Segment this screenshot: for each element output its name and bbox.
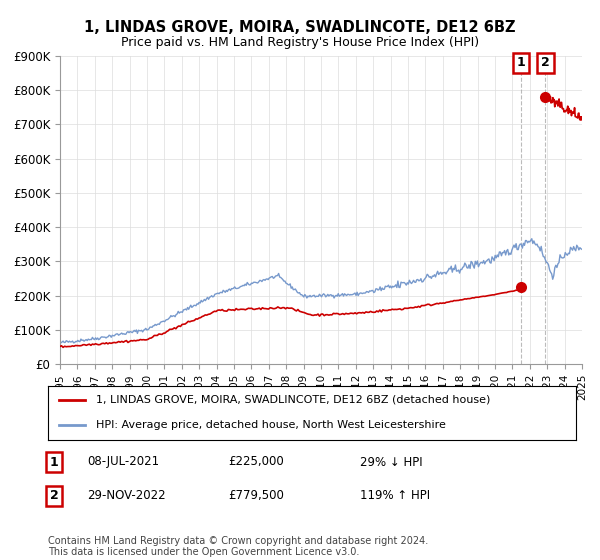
Text: 29-NOV-2022: 29-NOV-2022 — [87, 489, 166, 502]
Text: 119% ↑ HPI: 119% ↑ HPI — [360, 489, 430, 502]
Text: 1: 1 — [50, 455, 58, 469]
Text: £779,500: £779,500 — [228, 489, 284, 502]
Text: HPI: Average price, detached house, North West Leicestershire: HPI: Average price, detached house, Nort… — [95, 419, 445, 430]
Text: Price paid vs. HM Land Registry's House Price Index (HPI): Price paid vs. HM Land Registry's House … — [121, 36, 479, 49]
Text: Contains HM Land Registry data © Crown copyright and database right 2024.
This d: Contains HM Land Registry data © Crown c… — [48, 535, 428, 557]
Text: 1: 1 — [517, 57, 526, 69]
Text: £225,000: £225,000 — [228, 455, 284, 469]
Text: 2: 2 — [541, 57, 550, 69]
Text: 2: 2 — [50, 489, 58, 502]
Text: 1, LINDAS GROVE, MOIRA, SWADLINCOTE, DE12 6BZ (detached house): 1, LINDAS GROVE, MOIRA, SWADLINCOTE, DE1… — [95, 395, 490, 405]
Text: 29% ↓ HPI: 29% ↓ HPI — [360, 455, 422, 469]
Text: 08-JUL-2021: 08-JUL-2021 — [87, 455, 159, 469]
Text: 1, LINDAS GROVE, MOIRA, SWADLINCOTE, DE12 6BZ: 1, LINDAS GROVE, MOIRA, SWADLINCOTE, DE1… — [84, 20, 516, 35]
